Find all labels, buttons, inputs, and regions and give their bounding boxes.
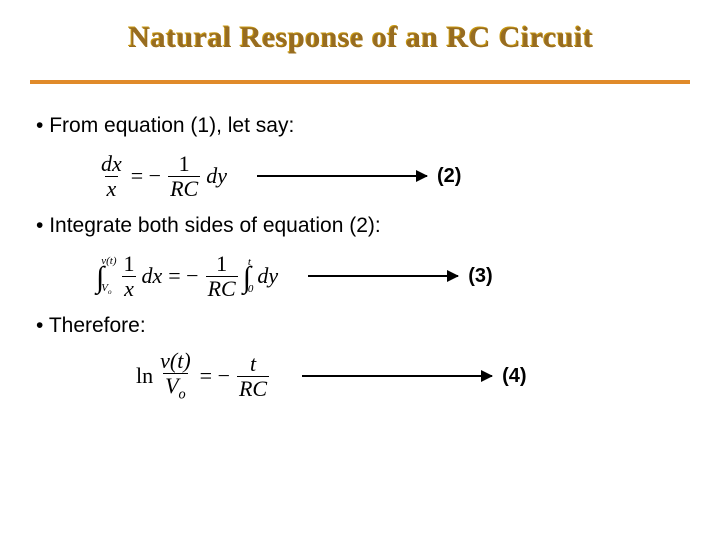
eq3-int-left: ∫ bbox=[96, 261, 104, 295]
eq3-mid-tail: dx bbox=[141, 263, 162, 289]
eq2-lhs-den: x bbox=[105, 176, 119, 200]
eq3-int-right: ∫ bbox=[243, 261, 251, 295]
eq3-equals: = − bbox=[168, 263, 198, 289]
equation-4-row: ln v(t) Vo = − t RC (4) bbox=[136, 348, 684, 404]
eq3-arrow bbox=[308, 275, 458, 277]
equation-3-row: ∫ v(t) Vo 1 x dx = − 1 RC ∫ t 0 bbox=[96, 248, 684, 304]
eq3-mid-num: 1 bbox=[121, 253, 136, 276]
title-text-shadow: Natural Response of an RC Circuit bbox=[128, 21, 593, 54]
eq2-arrow bbox=[257, 175, 427, 177]
slide: Natural Response of an RC Circuit Natura… bbox=[0, 0, 720, 540]
equation-2-row: dx x = − 1 RC dy (2) bbox=[96, 148, 684, 204]
eq4-lhs-num: v(t) bbox=[158, 350, 193, 373]
eq2-lhs-frac: dx x bbox=[99, 153, 124, 200]
eq3-rhs-den: RC bbox=[206, 276, 238, 300]
eq4-equals: = − bbox=[200, 363, 230, 389]
eq2-rhs-frac: 1 RC bbox=[168, 153, 200, 200]
eq4-ln: ln bbox=[136, 363, 153, 389]
bullet-3: Therefore: bbox=[36, 314, 684, 338]
equation-4: ln v(t) Vo = − t RC bbox=[136, 350, 272, 402]
eq2-rhs-num: 1 bbox=[177, 153, 192, 176]
eq4-lhs-den-v: V bbox=[165, 373, 178, 398]
eq4-arrow bbox=[302, 375, 492, 377]
eq3-rhs-frac: 1 RC bbox=[206, 253, 238, 300]
eq4-lhs-den-sub: o bbox=[179, 387, 186, 403]
equation-2: dx x = − 1 RC dy bbox=[96, 153, 227, 200]
eq4-rhs-num: t bbox=[248, 353, 258, 376]
eq2-label: (2) bbox=[437, 165, 461, 188]
eq2-equals: = − bbox=[131, 163, 161, 189]
eq4-lhs-den: Vo bbox=[163, 373, 188, 402]
eq2-lhs-num: dx bbox=[99, 153, 124, 176]
eq2-tail: dy bbox=[206, 163, 227, 189]
eq4-rhs-frac: t RC bbox=[237, 353, 269, 400]
eq4-rhs-den: RC bbox=[237, 376, 269, 400]
eq4-label: (4) bbox=[502, 365, 526, 388]
eq4-lhs-frac: v(t) Vo bbox=[158, 350, 193, 402]
content-area: From equation (1), let say: dx x = − 1 R… bbox=[0, 84, 720, 404]
eq2-rhs-den: RC bbox=[168, 176, 200, 200]
slide-title: Natural Response of an RC Circuit Natura… bbox=[0, 0, 720, 54]
bullet-2: Integrate both sides of equation (2): bbox=[36, 214, 684, 238]
eq3-rhs-num: 1 bbox=[214, 253, 229, 276]
eq3-mid-frac: 1 x bbox=[121, 253, 136, 300]
eq3-mid-den: x bbox=[122, 276, 136, 300]
eq3-label: (3) bbox=[468, 265, 492, 288]
equation-3: ∫ v(t) Vo 1 x dx = − 1 RC ∫ t 0 bbox=[96, 253, 278, 300]
bullet-1: From equation (1), let say: bbox=[36, 114, 684, 138]
eq3-int-left-lo-sub: o bbox=[108, 288, 112, 296]
eq3-tail: dy bbox=[257, 263, 278, 289]
